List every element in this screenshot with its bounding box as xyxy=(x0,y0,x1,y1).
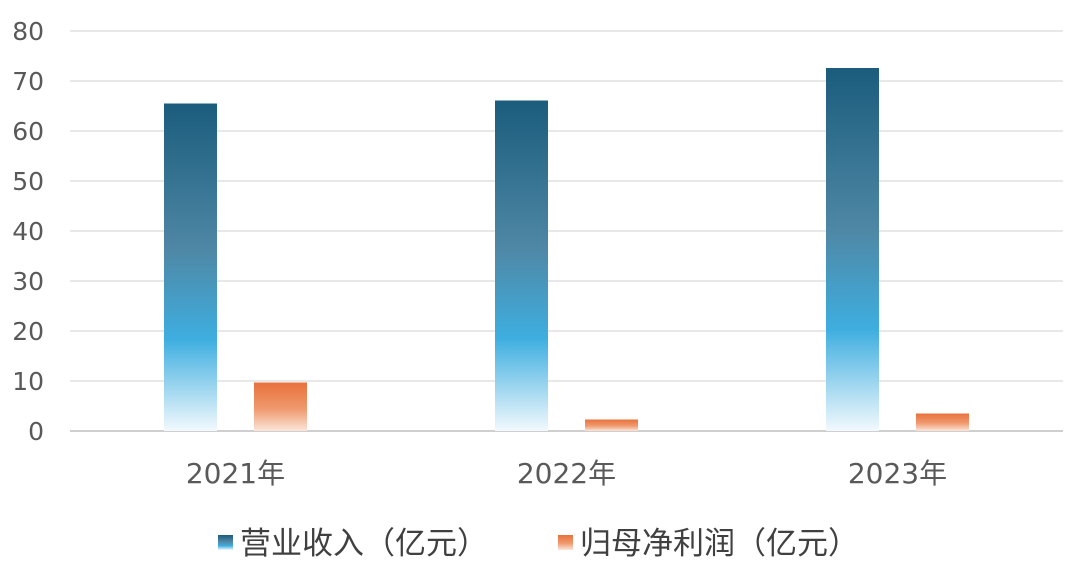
y-tick-label: 60 xyxy=(12,117,44,146)
bars xyxy=(164,68,969,431)
y-tick-label: 30 xyxy=(12,267,44,296)
bar-revenue-3 xyxy=(826,68,879,431)
y-tick-label: 40 xyxy=(12,217,44,246)
legend-label-revenue: 营业收入（亿元） xyxy=(240,526,488,562)
x-tick-label: 2022年 xyxy=(517,457,616,490)
y-tick-label: 10 xyxy=(12,367,44,396)
bar-net-profit-1 xyxy=(254,382,307,431)
bar-revenue-2 xyxy=(495,100,548,431)
legend-swatch-net-profit xyxy=(558,535,573,550)
legend: 营业收入（亿元） 归母净利润（亿元） xyxy=(218,526,859,562)
x-axis: 2021年 2022年 2023年 xyxy=(186,457,947,490)
bar-revenue-1 xyxy=(164,103,217,431)
x-tick-label: 2021年 xyxy=(186,457,285,490)
legend-label-net-profit: 归母净利润（亿元） xyxy=(580,526,859,562)
bar-net-profit-3 xyxy=(916,413,969,431)
bar-net-profit-2 xyxy=(585,419,638,431)
x-tick-label: 2023年 xyxy=(848,457,947,490)
gridlines xyxy=(70,30,1063,432)
y-tick-label: 70 xyxy=(12,67,44,96)
y-tick-label: 0 xyxy=(28,417,44,446)
legend-swatch-revenue xyxy=(218,535,233,550)
y-tick-label: 50 xyxy=(12,167,44,196)
y-axis: 0 10 20 30 40 50 60 70 80 xyxy=(12,17,44,446)
y-tick-label: 20 xyxy=(12,317,44,346)
y-tick-label: 80 xyxy=(12,17,44,46)
